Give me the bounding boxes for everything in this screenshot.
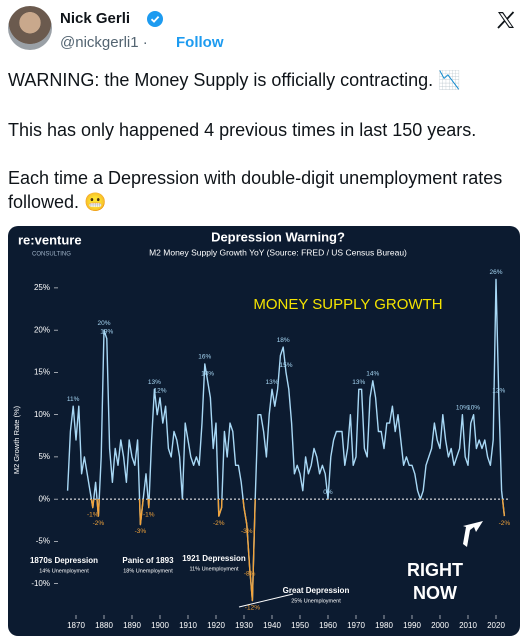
x-tick-label: 1870 xyxy=(67,621,85,630)
y-tick-label: -10% xyxy=(31,579,50,588)
data-label: -12% xyxy=(245,604,260,611)
data-label: -8% xyxy=(244,570,256,577)
data-label: 10% xyxy=(456,404,469,411)
annotation: Great Depression xyxy=(283,586,350,595)
annotation: 11% Unemployment xyxy=(189,566,239,572)
author-name[interactable]: Nick Gerli xyxy=(60,10,131,27)
data-label: 16% xyxy=(198,354,211,361)
x-tick-label: 1920 xyxy=(207,621,225,630)
annotation: 1921 Depression xyxy=(182,554,246,563)
data-label: 19% xyxy=(100,328,113,335)
annotation: Panic of 1893 xyxy=(122,556,174,565)
heading: MONEY SUPPLY GROWTH xyxy=(253,296,442,313)
x-tick-label: 1900 xyxy=(151,621,169,630)
data-label: 20% xyxy=(97,320,110,327)
data-label: -2% xyxy=(213,520,225,527)
handle-text[interactable]: @nickgerli1 xyxy=(60,34,139,51)
chart[interactable]: re:venture CONSULTING Depression Warning… xyxy=(8,226,520,636)
tweet-text: WARNING: the Money Supply is officially … xyxy=(8,70,461,90)
data-label: 26% xyxy=(489,269,502,276)
data-label: -1% xyxy=(143,511,155,518)
tweet-text: Each time a Depression with double-digit… xyxy=(8,168,503,212)
data-label: -1% xyxy=(87,511,99,518)
x-tick-label: 1980 xyxy=(375,621,393,630)
handle[interactable]: @nickgerli1 · xyxy=(60,34,148,51)
annotation: 1870s Depression xyxy=(30,556,98,565)
data-label: 13% xyxy=(352,379,365,386)
y-axis-label: M2 Growth Rate (%) xyxy=(12,405,21,474)
chart-subtitle: M2 Money Supply Growth YoY (Source: FRED… xyxy=(149,247,407,257)
x-tick-label: 2010 xyxy=(459,621,477,630)
x-tick-label: 1890 xyxy=(123,621,141,630)
data-label: 14% xyxy=(366,371,379,378)
data-label: 12% xyxy=(492,387,505,394)
y-tick-label: 5% xyxy=(38,452,50,461)
annotation: 18% Unemployment xyxy=(123,568,173,574)
x-tick-label: 1990 xyxy=(403,621,421,630)
data-label: -2% xyxy=(93,520,105,527)
y-tick-label: 0% xyxy=(38,494,50,503)
annotation: 14% Unemployment xyxy=(39,568,89,574)
data-label: 0% xyxy=(323,489,333,496)
data-label: 10% xyxy=(467,404,480,411)
x-tick-label: 1970 xyxy=(347,621,365,630)
x-tick-label: 2000 xyxy=(431,621,449,630)
y-tick-label: 10% xyxy=(34,410,50,419)
tweet-text: This has only happened 4 previous times … xyxy=(8,120,477,140)
y-tick-label: 20% xyxy=(34,325,50,334)
y-tick-label: 25% xyxy=(34,283,50,292)
follow-button[interactable]: Follow xyxy=(176,34,224,51)
chart-title: Depression Warning? xyxy=(211,229,345,244)
data-label: 11% xyxy=(67,396,80,403)
data-label: 12% xyxy=(153,387,166,394)
data-label: 15% xyxy=(279,362,292,369)
x-logo[interactable] xyxy=(496,10,516,30)
arrow xyxy=(463,521,483,547)
x-tick-label: 1910 xyxy=(179,621,197,630)
x-tick-label: 1930 xyxy=(235,621,253,630)
logo: re:venture xyxy=(18,232,82,247)
separator: · xyxy=(142,34,148,51)
annotation: RIGHT xyxy=(407,560,463,580)
annotation: 25% Unemployment xyxy=(291,598,341,604)
verified-badge xyxy=(147,11,163,27)
x-tick-label: 1950 xyxy=(291,621,309,630)
negative-line xyxy=(90,499,506,602)
data-label: 14% xyxy=(201,371,214,378)
logo-sub: CONSULTING xyxy=(32,252,71,258)
avatar[interactable] xyxy=(8,6,52,50)
data-label: -3% xyxy=(241,528,253,535)
data-label: -3% xyxy=(135,528,147,535)
x-tick-label: 1960 xyxy=(319,621,337,630)
y-tick-label: -5% xyxy=(36,537,50,546)
data-label: 13% xyxy=(148,379,161,386)
x-tick-label: 1940 xyxy=(263,621,281,630)
data-label: 18% xyxy=(277,337,290,344)
pointer-line xyxy=(238,593,294,608)
x-tick-label: 2020 xyxy=(487,621,505,630)
data-label: -2% xyxy=(499,520,511,527)
x-tick-label: 1880 xyxy=(95,621,113,630)
data-label: 13% xyxy=(265,379,278,386)
annotation: NOW xyxy=(413,583,457,603)
y-tick-label: 15% xyxy=(34,368,50,377)
